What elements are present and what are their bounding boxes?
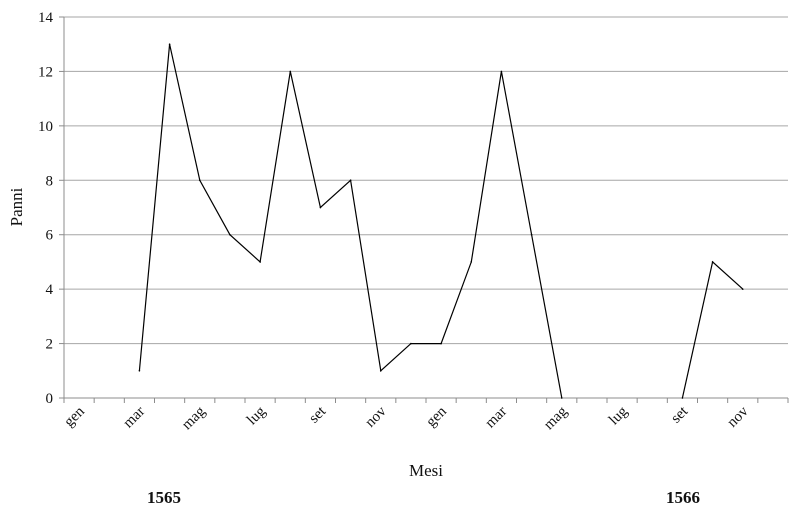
x-tick-label: gen: [61, 403, 88, 430]
y-tick-label: 14: [38, 10, 54, 26]
data-point: [349, 179, 352, 182]
y-tick-label: 8: [46, 173, 54, 189]
series-group: [138, 43, 744, 399]
x-tick-label: mar: [120, 404, 148, 432]
data-point: [530, 233, 533, 236]
data-point: [410, 342, 412, 345]
data-point: [500, 70, 503, 73]
y-tick-label: 4: [46, 282, 54, 298]
year-label-1566: 1566: [666, 488, 700, 507]
data-point: [741, 288, 744, 290]
x-tick-label: gen: [423, 403, 450, 430]
x-tick-label: nov: [362, 403, 390, 431]
y-tick-label: 2: [46, 337, 54, 353]
data-point: [168, 43, 171, 46]
x-axis-title: Mesi: [409, 461, 443, 480]
data-point: [470, 261, 473, 263]
x-tick-label: set: [668, 403, 692, 427]
year-label-1565: 1565: [147, 488, 181, 507]
data-point: [560, 397, 563, 399]
y-tick-label: 6: [46, 228, 54, 244]
x-tick-label: mag: [179, 403, 209, 433]
x-tick-label: lug: [606, 403, 631, 428]
data-point: [229, 233, 231, 236]
series-line: [138, 44, 563, 399]
x-tick-label: mag: [541, 403, 571, 433]
data-point: [379, 369, 382, 372]
data-point: [711, 261, 714, 263]
x-tick-label: set: [306, 403, 330, 427]
data-point: [319, 206, 322, 209]
data-point: [681, 397, 684, 399]
data-point: [198, 179, 201, 182]
y-tick-label: 12: [38, 64, 53, 80]
x-tick-labels: gen mar mag lug set nov gen mar mag lug set nov: [61, 398, 789, 433]
data-point: [259, 261, 261, 263]
series-line: [681, 260, 744, 399]
gridlines: [64, 16, 788, 345]
data-point: [289, 70, 292, 73]
data-point: [440, 342, 442, 345]
y-axis-title: Panni: [7, 187, 26, 226]
data-point: [138, 369, 141, 372]
y-tick-label: 10: [38, 119, 53, 135]
y-tick-label: 0: [46, 391, 54, 407]
x-tick-label: lug: [244, 403, 269, 428]
x-tick-label: nov: [724, 403, 752, 431]
x-tick-label: mar: [482, 404, 510, 432]
y-tick-labels: 0 2 4 6 8 10 12 14: [38, 10, 64, 407]
